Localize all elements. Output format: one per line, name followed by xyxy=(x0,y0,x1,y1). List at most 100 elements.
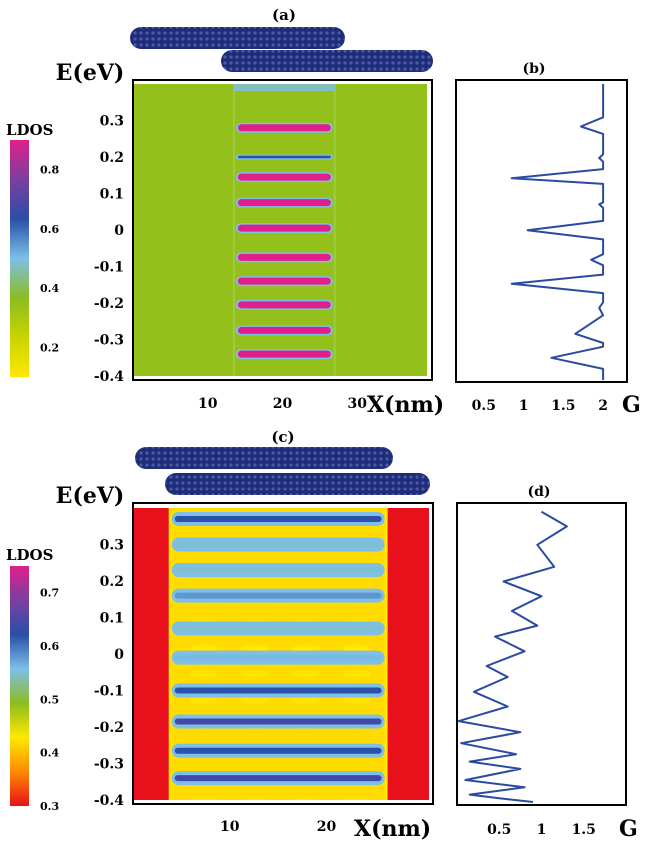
colorbar-tick-label: 0.3 xyxy=(40,800,59,813)
resonance-band xyxy=(237,173,331,181)
ylabel-c: E(eV) xyxy=(56,483,125,509)
panel-d: (d) 0.5 1 1.5 G xyxy=(456,484,638,842)
ldos-ripple xyxy=(191,797,217,800)
ldos-ripple xyxy=(291,695,320,704)
band-core xyxy=(174,775,382,782)
ldos-ripple xyxy=(240,644,269,653)
frame-a xyxy=(132,79,433,381)
xtick-label: 1 xyxy=(537,822,547,838)
xtick-label: 20 xyxy=(317,819,337,835)
band-core xyxy=(174,541,382,548)
colorbar-tick-label: 0.4 xyxy=(40,747,59,760)
ytick-label: 0.2 xyxy=(100,150,124,166)
ytick-label: -0.3 xyxy=(94,333,124,349)
xtick-label: 1.5 xyxy=(551,398,575,414)
panel-d-label: (d) xyxy=(527,484,550,500)
nanotube-bottom-c xyxy=(165,473,430,495)
resonance-band xyxy=(237,301,331,309)
ldos-ripple xyxy=(342,644,371,653)
colorbar-tick-label: 0.2 xyxy=(40,341,59,354)
xtick-label: 1 xyxy=(519,398,529,414)
ldos-ripple xyxy=(189,695,218,704)
colorbar-tick-label: 0.7 xyxy=(40,587,59,600)
ldos-ripple xyxy=(344,797,370,800)
ldos-ripple xyxy=(189,670,218,679)
band-core xyxy=(174,625,382,632)
ytick-label: 0 xyxy=(114,647,124,663)
ldos-ripple xyxy=(291,670,320,679)
panel-b: (b) 0.5 1 1.5 2 G xyxy=(455,61,641,418)
colorbar-tick-label: 0.8 xyxy=(40,164,59,177)
resonance-band xyxy=(237,155,331,159)
xtick-label: 1.5 xyxy=(572,822,596,838)
nanotube-top-a xyxy=(130,27,345,49)
band-core xyxy=(174,654,382,661)
xlabel-d: G xyxy=(619,816,638,842)
ldos-ripple xyxy=(189,644,218,653)
colorbar-tick-label: 0.5 xyxy=(40,693,59,706)
xlabel-a: X(nm) xyxy=(367,392,444,418)
ldos-ripple xyxy=(291,644,320,653)
yticks-c: 0.3 0.2 0.1 0 -0.1 -0.2 -0.3 -0.4 xyxy=(94,538,124,810)
resonance-band xyxy=(237,224,331,232)
conductance-line xyxy=(457,510,568,803)
conductance-plot-d xyxy=(457,510,568,803)
panel-a-label: (a) xyxy=(272,6,296,24)
frame-d xyxy=(456,502,627,806)
panel-c: (c) E(eV) 0.3 0.2 0.1 0 -0.1 -0.2 -0.3 -0.4 10 2… xyxy=(6,428,434,842)
ytick-label: 0.2 xyxy=(100,574,124,590)
colorbar-a xyxy=(10,140,29,377)
resonance-band xyxy=(237,124,331,132)
xtick-label: 20 xyxy=(273,396,293,412)
panel-c-label: (c) xyxy=(271,428,294,446)
xtick-label: 0.5 xyxy=(472,398,496,414)
ytick-label: 0.1 xyxy=(100,187,124,203)
ylabel-a: E(eV) xyxy=(56,60,125,86)
overlap-edge-right xyxy=(333,84,336,376)
band-core xyxy=(174,687,382,694)
xticks-a: 10 20 30 xyxy=(198,396,367,412)
resonance-band xyxy=(237,326,331,334)
ytick-label: -0.1 xyxy=(94,260,124,276)
xtick-label: 10 xyxy=(220,819,240,835)
colorbar-c xyxy=(10,566,29,806)
xticks-c: 10 20 xyxy=(220,819,337,835)
panel-a: (a) E(eV) 0.3 0.2 0.1 0 -0.1 -0.2 -0.3 -0.4 10 2… xyxy=(6,6,444,418)
band-core xyxy=(174,592,382,599)
ytick-label: -0.1 xyxy=(94,684,124,700)
overlap-edge-left xyxy=(232,84,235,376)
conductance-line xyxy=(510,84,605,380)
band-core xyxy=(174,515,382,522)
colorbar-title-c: LDOS xyxy=(6,546,53,564)
ytick-label: -0.3 xyxy=(94,757,124,773)
ldos-ripple xyxy=(240,670,269,679)
ytick-label: -0.4 xyxy=(94,369,124,385)
ldos-ripple xyxy=(240,695,269,704)
ldos-ripple xyxy=(342,695,371,704)
ytick-label: 0.3 xyxy=(100,114,124,130)
xticks-d: 0.5 1 1.5 xyxy=(487,822,596,838)
band-core xyxy=(174,567,382,574)
colorbar-tick-label: 0.6 xyxy=(40,223,59,236)
ytick-label: -0.4 xyxy=(94,793,124,809)
ytick-label: 0.3 xyxy=(100,538,124,554)
nanotube-top-c xyxy=(135,447,393,469)
xtick-label: 10 xyxy=(198,396,218,412)
colorbar-tick-label: 0.6 xyxy=(40,640,59,653)
resonance-band xyxy=(237,350,331,358)
xticks-b: 0.5 1 1.5 2 xyxy=(472,398,608,414)
ytick-label: 0 xyxy=(114,223,124,239)
resonance-band xyxy=(237,277,331,285)
xlabel-b: G xyxy=(622,392,641,418)
heatmap-a xyxy=(133,84,427,376)
xlabel-c: X(nm) xyxy=(354,816,431,842)
edge-state-top xyxy=(233,84,335,91)
colorbar-ticks-c: 0.7 0.6 0.5 0.4 0.3 xyxy=(40,587,59,813)
ytick-label: 0.1 xyxy=(100,611,124,627)
heatmap-c xyxy=(133,508,429,800)
nanotube-bottom-a xyxy=(221,50,433,72)
band-core xyxy=(174,718,382,725)
resonance-band xyxy=(237,253,331,261)
frame-c xyxy=(132,502,434,805)
